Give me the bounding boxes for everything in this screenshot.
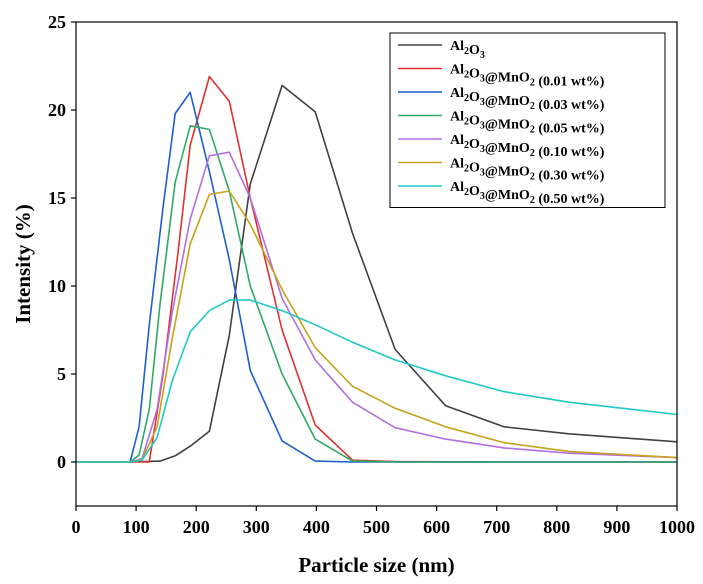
y-tick-label: 25 [48, 12, 66, 32]
legend-box [389, 32, 666, 208]
y-tick-label: 5 [57, 364, 66, 384]
legend-label: Al2O3@MnO2 (0.50 wt%) [450, 180, 605, 207]
legend-label: Al2O3@MnO2 (0.05 wt%) [450, 110, 605, 137]
x-tick-label: 900 [603, 517, 630, 537]
series-layer [76, 75, 678, 463]
legend-label: Al2O3@MnO2 (0.30 wt%) [450, 157, 605, 184]
y-tick-label: 20 [48, 100, 66, 120]
series-line-2 [76, 91, 677, 463]
series-line-6 [76, 299, 678, 463]
series-line-3 [76, 125, 677, 463]
x-tick-label: 1000 [659, 517, 695, 537]
x-tick-label: 0 [72, 517, 81, 537]
x-tick-label: 600 [423, 517, 450, 537]
series-line-5 [76, 190, 678, 463]
ticks-layer: 0 100 200 300 400 500 600 700 800 900 1000 0 5 10 15 20… [48, 12, 695, 537]
legend-label: Al2O3@MnO2 (0.01 wt%) [450, 63, 605, 90]
x-tick-label: 500 [363, 517, 390, 537]
x-tick-label: 200 [183, 517, 210, 537]
x-tick-label: 800 [543, 517, 570, 537]
series-line-4 [76, 151, 678, 463]
x-axis-title: Particle size (nm) [298, 553, 454, 577]
x-tick-label: 100 [123, 517, 150, 537]
y-tick-label: 15 [48, 188, 66, 208]
x-tick-label: 700 [483, 517, 510, 537]
series-line-0 [76, 84, 678, 463]
y-tick-label: 10 [48, 276, 66, 296]
legend-label: Al2O3@MnO2 (0.03 wt%) [450, 86, 605, 113]
y-tick-label: 0 [57, 452, 66, 472]
y-axis-title: Intensity (%) [11, 204, 35, 324]
x-tick-label: 400 [303, 517, 330, 537]
legend-label: Al2O3@MnO2 (0.10 wt%) [450, 133, 605, 160]
legend-label: Al2O3 [450, 39, 485, 61]
x-tick-label: 300 [243, 517, 270, 537]
